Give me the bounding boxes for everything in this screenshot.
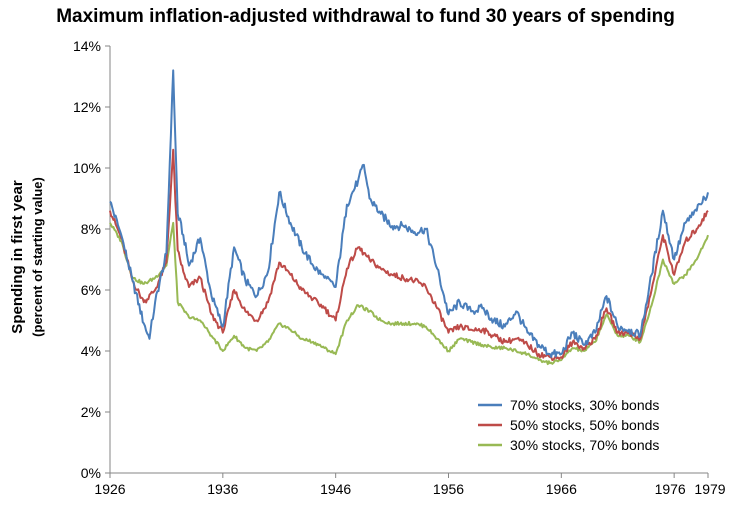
series-line-3	[109, 221, 709, 366]
axes	[109, 46, 708, 474]
x-tick-label: 1979	[694, 481, 725, 497]
series-line-1	[109, 69, 709, 358]
y-axis-label-group: Spending in first year (percent of start…	[9, 177, 45, 337]
legend-label-1: 70% stocks, 30% bonds	[510, 397, 659, 413]
x-tick-label: 1946	[320, 481, 351, 497]
y-axis-ticks: 0% 2% 4% 6% 8% 10% 12% 14%	[73, 38, 110, 481]
y-tick-label: 6%	[81, 282, 101, 298]
x-tick-label: 1926	[94, 481, 125, 497]
x-axis-ticks: 1926 1936 1946 1956 1966 1976 1979	[94, 473, 726, 497]
y-tick-label: 10%	[73, 160, 101, 176]
y-axis-label: Spending in first year	[9, 180, 26, 334]
y-tick-label: 14%	[73, 38, 101, 54]
x-tick-label: 1976	[655, 481, 686, 497]
series-line-2	[109, 148, 709, 361]
chart-title: Maximum inflation-adjusted withdrawal to…	[56, 6, 675, 27]
x-tick-label: 1966	[546, 481, 577, 497]
legend-label-2: 50% stocks, 50% bonds	[510, 417, 659, 433]
y-tick-label: 2%	[81, 404, 101, 420]
x-tick-label: 1936	[207, 481, 238, 497]
y-tick-label: 0%	[81, 465, 101, 481]
legend: 70% stocks, 30% bonds 50% stocks, 50% bon…	[478, 397, 659, 453]
y-tick-label: 12%	[73, 99, 101, 115]
series-lines	[109, 69, 709, 366]
x-tick-label: 1956	[433, 481, 464, 497]
y-tick-label: 4%	[81, 343, 101, 359]
y-tick-label: 8%	[81, 221, 101, 237]
legend-label-3: 30% stocks, 70% bonds	[510, 437, 659, 453]
y-axis-sublabel: (percent of starting value)	[30, 177, 45, 337]
